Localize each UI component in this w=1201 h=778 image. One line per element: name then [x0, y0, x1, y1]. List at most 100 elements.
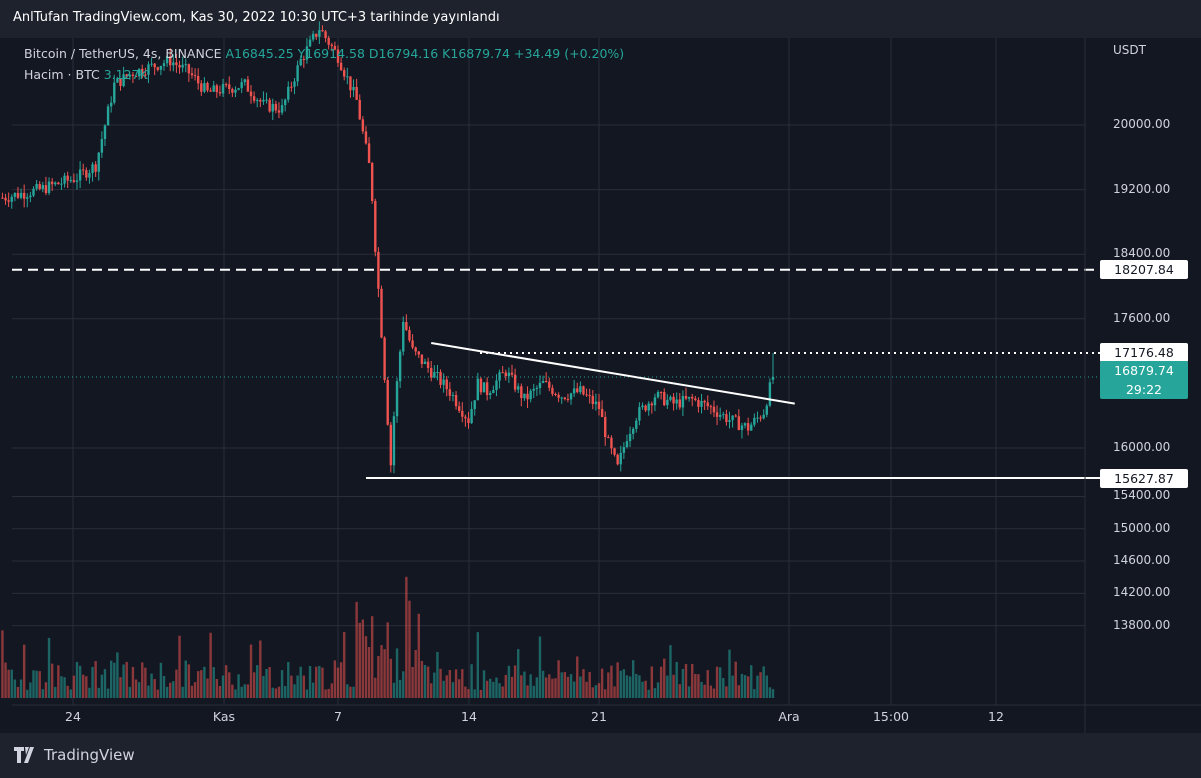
candle-body — [659, 392, 663, 394]
volume-bar — [330, 683, 333, 698]
volume-bar — [414, 649, 417, 698]
candle-body — [722, 414, 725, 416]
descending-trendline[interactable] — [431, 342, 795, 405]
volume-bar — [231, 684, 234, 698]
candle-body — [442, 379, 445, 385]
volume-bar — [728, 649, 731, 698]
candle-body — [405, 321, 408, 331]
candle-body — [616, 454, 619, 465]
volume-bar — [697, 674, 700, 698]
volume-bar — [137, 682, 141, 698]
symbol-legend[interactable]: Bitcoin / TetherUS, 4s, BINANCE A16845.2… — [24, 46, 624, 61]
candle-body — [588, 395, 591, 397]
candle-body — [656, 392, 660, 398]
candle-body — [675, 399, 678, 404]
volume-bar — [122, 664, 125, 698]
volume-label: Hacim · BTC — [24, 67, 100, 82]
candle-body — [311, 33, 315, 40]
volume-bar — [461, 669, 464, 698]
candle-body — [324, 31, 327, 39]
volume-bar — [116, 652, 119, 698]
volume-bar — [604, 689, 607, 698]
candle-body — [290, 86, 293, 88]
volume-bar — [417, 613, 420, 698]
volume-bar — [296, 675, 299, 698]
volume-legend[interactable]: Hacim · BTC 3.127K — [24, 67, 148, 82]
volume-bar — [554, 678, 557, 698]
candle-body — [287, 86, 290, 100]
candle-body — [457, 406, 461, 411]
candle-body — [63, 175, 66, 184]
change-value: +34.49 (+0.20%) — [514, 46, 625, 61]
volume-bar — [88, 687, 91, 698]
volume-bar — [106, 688, 110, 698]
candle-body — [374, 200, 377, 252]
volume-bar — [72, 675, 76, 698]
volume-bar — [579, 676, 582, 698]
candle-body — [650, 403, 654, 406]
candle-body — [544, 380, 548, 382]
volume-bar — [47, 637, 51, 698]
volume-bar — [311, 682, 315, 698]
volume-bar — [669, 645, 672, 698]
volume-bar — [451, 682, 455, 698]
volume-bar — [302, 675, 306, 698]
footer-brand[interactable]: TradingView — [14, 746, 135, 764]
candle-body — [119, 78, 122, 86]
volume-bar — [687, 686, 691, 698]
bar-countdown: 29:22 — [1125, 382, 1163, 397]
volume-bar — [473, 689, 476, 698]
candle-body — [234, 89, 237, 93]
candle-body — [669, 396, 672, 400]
volume-bar — [172, 681, 175, 698]
volume-bar — [420, 660, 424, 698]
candle-body — [635, 420, 638, 429]
candle-body — [13, 192, 17, 197]
candle-body — [762, 414, 765, 419]
volume-bar — [600, 668, 604, 698]
candle-body — [594, 401, 598, 405]
volume-bar — [184, 660, 187, 698]
currency-label: USDT — [1113, 43, 1146, 57]
volume-bar — [150, 673, 153, 698]
chart-pane[interactable] — [12, 38, 1085, 705]
volume-bar — [532, 685, 535, 698]
volume-bar — [482, 670, 486, 698]
volume-bar — [386, 622, 389, 698]
volume-bar — [691, 663, 694, 698]
candle-body — [346, 76, 349, 78]
candle-body — [184, 64, 187, 66]
candle-body — [731, 415, 734, 421]
volume-bar — [498, 683, 501, 698]
candle-body — [560, 397, 563, 399]
candle-body — [231, 89, 234, 93]
volume-bar — [520, 675, 523, 698]
candle-body — [262, 99, 265, 102]
volume-bar — [293, 684, 296, 698]
volume-bar — [178, 635, 181, 698]
candle-body — [72, 180, 76, 182]
candle-body — [355, 86, 358, 100]
volume-bar — [352, 686, 355, 698]
volume-bar — [240, 686, 243, 698]
candle-body — [128, 74, 132, 77]
candle-body — [535, 387, 539, 389]
candle-body — [19, 192, 23, 198]
volume-bar — [582, 669, 585, 698]
volume-bar — [141, 662, 144, 698]
volume-bar — [134, 679, 138, 698]
y-tick-label: 17600.00 — [1113, 310, 1171, 325]
candle-body — [557, 394, 560, 398]
volume-bar — [641, 681, 644, 698]
x-tick-label: 24 — [65, 709, 81, 724]
volume-bar — [175, 669, 178, 698]
header-bar — [0, 0, 1201, 38]
volume-bar — [181, 686, 184, 698]
volume-bar — [283, 686, 287, 698]
volume-bar — [408, 600, 411, 698]
volume-bar — [479, 689, 483, 698]
candle-body — [700, 400, 703, 407]
volume-bar — [725, 686, 728, 698]
volume-bar — [268, 667, 271, 698]
